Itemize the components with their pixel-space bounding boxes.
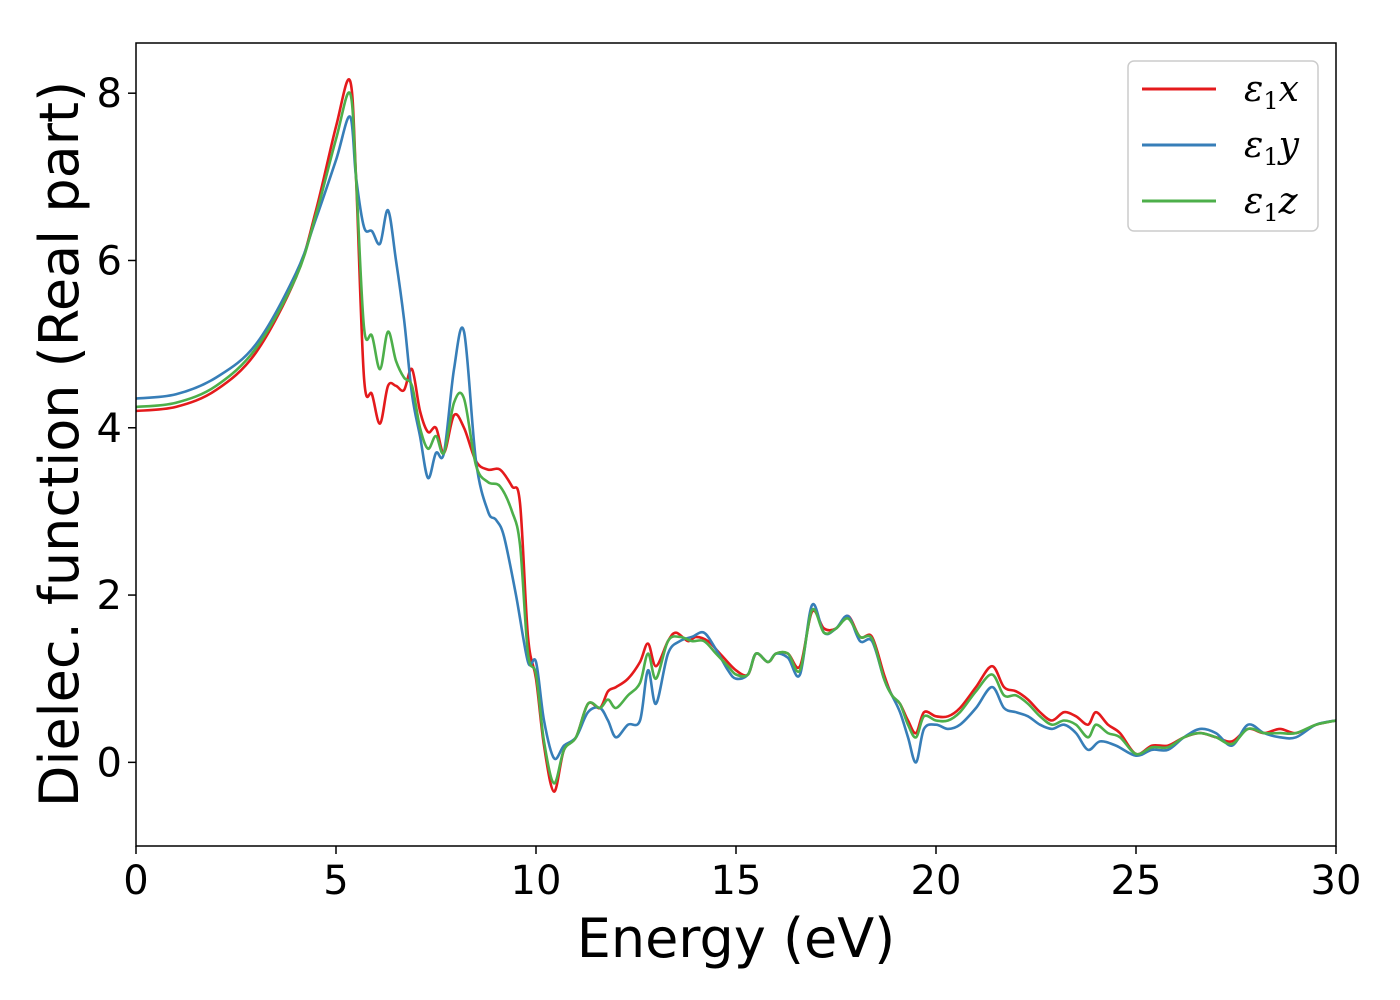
- legend-symbol: ε: [1244, 181, 1263, 222]
- y-tick-label: 4: [97, 406, 122, 452]
- y-tick-label: 2: [97, 573, 122, 619]
- legend-subscript: 1: [1263, 199, 1278, 227]
- x-tick-label: 20: [911, 858, 962, 904]
- legend-variable: y: [1277, 125, 1300, 166]
- legend-subscript: 1: [1263, 143, 1278, 171]
- legend-symbol: ε: [1244, 125, 1263, 166]
- x-tick-label: 5: [323, 858, 348, 904]
- x-axis: 0 5 10 15 20 25 30: [123, 846, 1361, 904]
- y-tick-label: 6: [97, 238, 122, 284]
- y-axis-title: Dielec. function (Real part): [28, 81, 91, 807]
- legend-symbol: ε: [1244, 69, 1263, 110]
- x-tick-label: 0: [123, 858, 148, 904]
- x-tick-label: 10: [511, 858, 562, 904]
- legend-variable: x: [1279, 69, 1299, 110]
- series-line-z: [136, 91, 1336, 785]
- y-tick-label: 0: [97, 740, 122, 786]
- x-tick-label: 25: [1111, 858, 1162, 904]
- series-layer: [136, 77, 1336, 793]
- y-tick-label: 8: [97, 71, 122, 117]
- legend-box: [1127, 60, 1319, 232]
- legend-label-y: ε1y: [1244, 125, 1300, 171]
- legend-label-x: ε1x: [1244, 69, 1299, 115]
- legend-label-z: ε1z: [1244, 181, 1299, 227]
- x-tick-label: 15: [711, 858, 762, 904]
- legend-subscript: 1: [1263, 87, 1278, 115]
- legend-variable: z: [1278, 181, 1299, 222]
- x-tick-label: 30: [1311, 858, 1362, 904]
- series-line-y: [136, 115, 1336, 764]
- x-axis-title: Energy (eV): [577, 907, 896, 970]
- y-axis: 0 2 4 6 8: [97, 71, 136, 786]
